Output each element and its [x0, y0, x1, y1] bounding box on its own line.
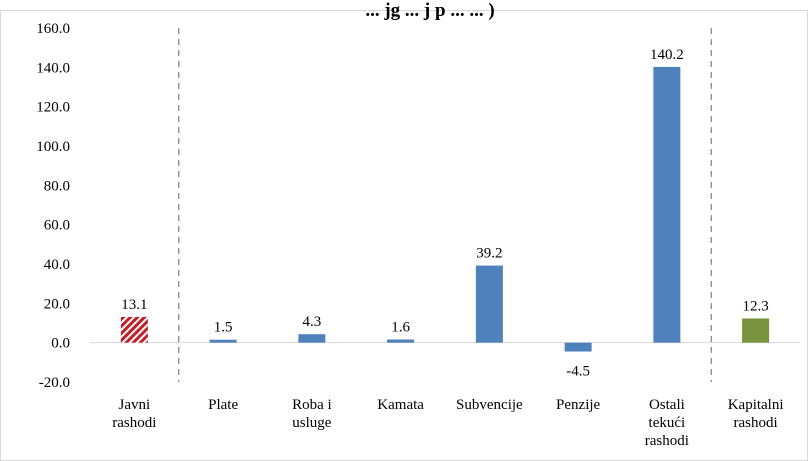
- bar: [387, 339, 415, 343]
- y-tick-label: 100.0: [36, 139, 70, 155]
- x-axis: Javni rashodi Plate Roba i usluge Kamata Subve…: [112, 397, 783, 449]
- data-label: 1.6: [391, 320, 410, 336]
- y-tick-label: -20.0: [39, 375, 70, 391]
- bars: [120, 66, 770, 352]
- bar: [742, 318, 770, 343]
- x-category-label: Kapitalni rashodi: [728, 397, 784, 431]
- bar: [475, 265, 503, 343]
- data-label: 4.3: [303, 314, 322, 330]
- y-tick-label: 160.0: [36, 21, 70, 37]
- y-tick-label: 120.0: [36, 100, 70, 116]
- bar: [653, 66, 681, 343]
- data-label: -4.5: [566, 364, 590, 380]
- bar: [298, 334, 326, 343]
- data-label: 13.1: [121, 297, 147, 313]
- y-tick-label: 60.0: [44, 218, 70, 234]
- x-category-label: Kamata: [377, 397, 424, 413]
- category-separators: [178, 28, 712, 382]
- x-category-label: Ostali tekući rashodi: [645, 397, 689, 449]
- x-category-label: Penzije: [556, 397, 600, 413]
- chart-title: ... jg ... j p ... ... ): [365, 0, 494, 21]
- data-label: 39.2: [476, 246, 502, 262]
- x-category-label: Javni rashodi: [112, 397, 156, 431]
- y-axis: -20.0 0.0 20.0 40.0 60.0 80.0 100.0 120.0 140.0 1…: [36, 21, 800, 391]
- x-category-label: Roba i usluge: [292, 397, 332, 431]
- y-tick-label: 80.0: [44, 178, 70, 194]
- bar: [120, 316, 148, 343]
- y-tick-label: 20.0: [44, 296, 70, 312]
- plot-frame: [0, 10, 808, 461]
- bar: [209, 339, 237, 343]
- x-category-label: Subvencije: [456, 397, 523, 413]
- x-category-label: Plate: [208, 397, 238, 413]
- bar: [564, 342, 592, 352]
- data-label: 12.3: [743, 298, 769, 314]
- y-tick-label: 140.0: [36, 60, 70, 76]
- data-label: 1.5: [214, 320, 233, 336]
- data-labels: 13.1 1.5 4.3 1.6 39.2 -4.5 140.2 12.3: [121, 47, 769, 380]
- data-label: 140.2: [650, 47, 684, 63]
- y-tick-label: 40.0: [44, 257, 70, 273]
- y-tick-label: 0.0: [51, 336, 70, 352]
